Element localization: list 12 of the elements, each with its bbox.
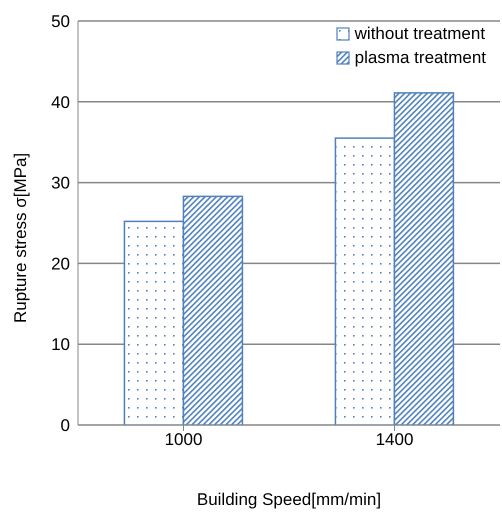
legend-label: plasma treatment [354,47,486,69]
y-tick-label: 10 [51,335,70,354]
x-tick-label: 1400 [376,430,414,450]
x-tick-label: 1000 [164,430,202,450]
x-axis-title: Building Speed[mm/min] [196,490,382,509]
y-axis-title: Rupture stress σ[MPa] [11,152,30,323]
y-tick-label: 40 [51,92,70,112]
y-tick-label: 20 [51,254,70,274]
y-tick-label: 30 [51,174,70,193]
y-tick-label: 50 [51,12,70,32]
legend-label: without treatment [354,23,486,45]
y-tick-label: 0 [60,416,70,436]
